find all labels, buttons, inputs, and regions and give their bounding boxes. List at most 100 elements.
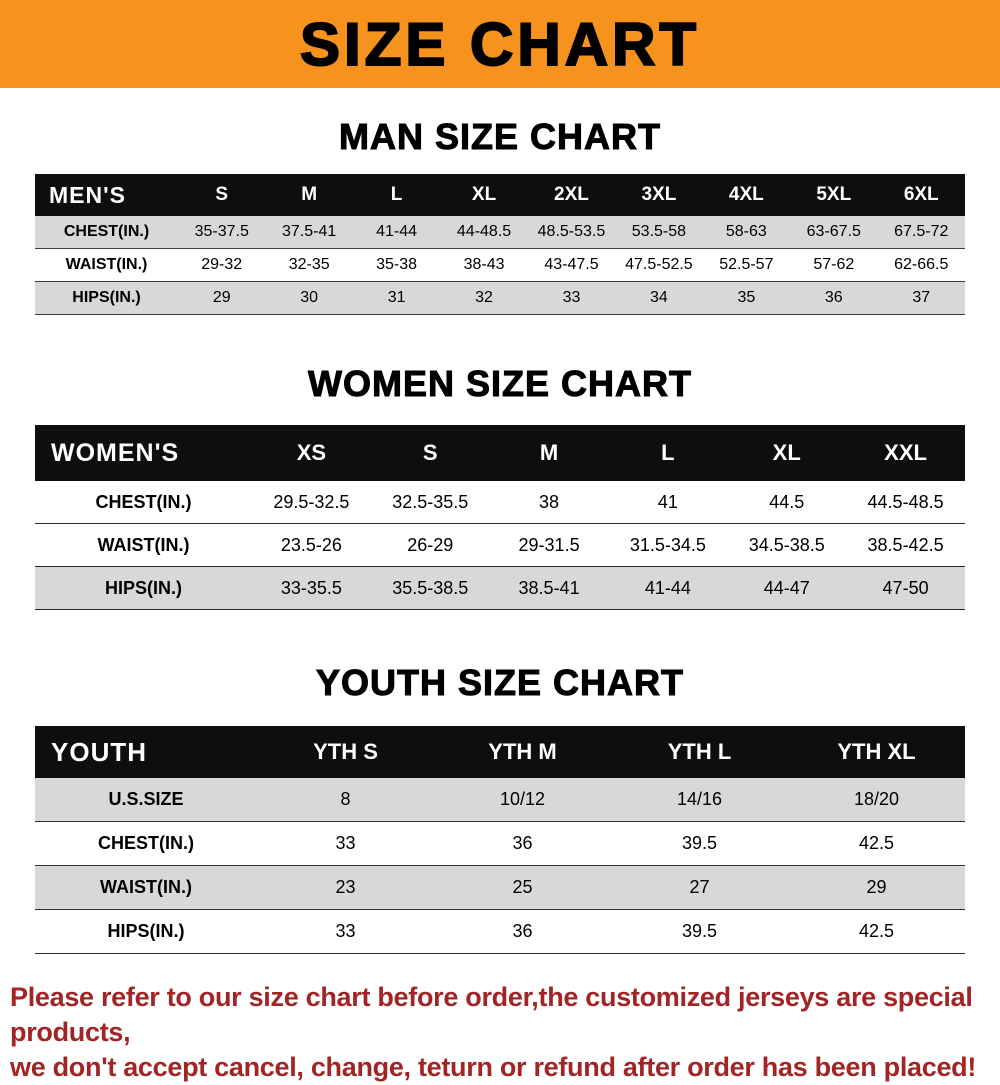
cell: 44.5-48.5 xyxy=(846,481,965,524)
column-header: YTH M xyxy=(434,726,611,778)
cell: 38-43 xyxy=(440,248,528,282)
column-header: YTH L xyxy=(611,726,788,778)
disclaimer-line-2: we don't accept cancel, change, teturn o… xyxy=(10,1052,977,1083)
cell: 32-35 xyxy=(265,248,353,282)
cell: 29-31.5 xyxy=(489,523,609,567)
cell: 36 xyxy=(434,821,611,866)
man-size-chart-heading: MAN SIZE CHART xyxy=(339,116,661,158)
table-title-cell: MEN'S xyxy=(35,174,178,216)
cell: 8 xyxy=(257,778,434,822)
header-row: MEN'S S M L XL 2XL 3XL 4XL 5XL 6XL xyxy=(35,174,965,216)
womens-section: WOMEN SIZE CHART WOMEN'S XS S M L XL XXL CHEST(… xyxy=(0,363,1000,610)
cell: 47.5-52.5 xyxy=(615,248,703,282)
cell: 58-63 xyxy=(702,216,791,249)
cell: 57-62 xyxy=(790,248,878,282)
column-header: L xyxy=(608,425,728,481)
cell: 38 xyxy=(489,481,609,524)
cell: 39.5 xyxy=(611,821,788,866)
cell: 35-38 xyxy=(352,248,441,282)
table-row: CHEST(IN.) 35-37.5 37.5-41 41-44 44-48.5 48.5… xyxy=(35,216,965,249)
cell: 34.5-38.5 xyxy=(727,523,847,567)
cell: 25 xyxy=(434,865,611,910)
cell: 42.5 xyxy=(788,909,965,954)
cell: 42.5 xyxy=(788,821,965,866)
disclaimer-line-1: Please refer to our size chart before or… xyxy=(10,982,973,1048)
header-row: YOUTH YTH S YTH M YTH L YTH XL xyxy=(35,726,965,778)
banner-title: SIZE CHART xyxy=(299,10,700,79)
row-label: CHEST(IN.) xyxy=(35,821,257,866)
cell: 35 xyxy=(702,281,791,315)
cell: 52.5-57 xyxy=(702,248,791,282)
column-header: YTH XL xyxy=(788,726,965,778)
cell: 41 xyxy=(608,481,728,524)
table-row: WAIST(IN.) 23 25 27 29 xyxy=(35,865,965,910)
column-header: XL xyxy=(440,174,528,216)
table-row: CHEST(IN.) 29.5-32.5 32.5-35.5 38 41 44.5 44.5… xyxy=(35,481,965,524)
youth-size-chart-heading: YOUTH SIZE CHART xyxy=(315,662,684,704)
cell: 47-50 xyxy=(846,566,965,610)
cell: 39.5 xyxy=(611,909,788,954)
cell: 30 xyxy=(265,281,353,315)
row-label: CHEST(IN.) xyxy=(35,481,252,524)
cell: 43-47.5 xyxy=(527,248,616,282)
table-row: CHEST(IN.) 33 36 39.5 42.5 xyxy=(35,821,965,866)
row-label: HIPS(IN.) xyxy=(35,281,178,315)
row-label: HIPS(IN.) xyxy=(35,566,252,610)
column-header: 3XL xyxy=(615,174,703,216)
cell: 29-32 xyxy=(178,248,266,282)
column-header: 6XL xyxy=(877,174,965,216)
row-label: U.S.SIZE xyxy=(35,778,257,822)
table-row: WAIST(IN.) 29-32 32-35 35-38 38-43 43-47.5 47.… xyxy=(35,248,965,282)
cell: 29 xyxy=(788,865,965,910)
cell: 29 xyxy=(178,281,266,315)
cell: 48.5-53.5 xyxy=(527,216,616,249)
column-header: S xyxy=(178,174,266,216)
youth-size-table: YOUTH YTH S YTH M YTH L YTH XL U.S.SIZE 8 10/12… xyxy=(35,726,965,954)
column-header: M xyxy=(265,174,353,216)
cell: 53.5-58 xyxy=(615,216,703,249)
table-row: WAIST(IN.) 23.5-26 26-29 29-31.5 31.5-34.5 34… xyxy=(35,523,965,567)
cell: 37 xyxy=(877,281,965,315)
table-row: U.S.SIZE 8 10/12 14/16 18/20 xyxy=(35,778,965,822)
column-header: 4XL xyxy=(702,174,791,216)
cell: 18/20 xyxy=(788,778,965,822)
cell: 34 xyxy=(615,281,703,315)
cell: 44-48.5 xyxy=(440,216,528,249)
cell: 23.5-26 xyxy=(252,523,371,567)
cell: 41-44 xyxy=(608,566,728,610)
table-row: HIPS(IN.) 29 30 31 32 33 34 35 36 37 xyxy=(35,281,965,315)
cell: 38.5-42.5 xyxy=(846,523,965,567)
table-title-cell: YOUTH xyxy=(35,726,257,778)
cell: 31.5-34.5 xyxy=(608,523,728,567)
column-header: XL xyxy=(727,425,847,481)
cell: 62-66.5 xyxy=(877,248,965,282)
cell: 27 xyxy=(611,865,788,910)
disclaimer: Please refer to our size chart before or… xyxy=(0,980,1000,1085)
cell: 35.5-38.5 xyxy=(370,566,490,610)
cell: 32.5-35.5 xyxy=(370,481,490,524)
cell: 38.5-41 xyxy=(489,566,609,610)
cell: 33 xyxy=(257,909,434,954)
row-label: WAIST(IN.) xyxy=(35,523,252,567)
womens-size-table: WOMEN'S XS S M L XL XXL CHEST(IN.) 29.5-32.5 32.5… xyxy=(35,425,965,610)
cell: 67.5-72 xyxy=(877,216,965,249)
table-title-cell: WOMEN'S xyxy=(35,425,252,481)
cell: 26-29 xyxy=(370,523,490,567)
size-chart-content: MAN SIZE CHART MEN'S S M L XL 2XL 3XL 4XL 5XL 6XL… xyxy=(0,116,1000,1085)
cell: 14/16 xyxy=(611,778,788,822)
cell: 31 xyxy=(352,281,441,315)
column-header: S xyxy=(370,425,490,481)
column-header: 2XL xyxy=(527,174,616,216)
cell: 63-67.5 xyxy=(790,216,878,249)
cell: 41-44 xyxy=(352,216,441,249)
row-label: HIPS(IN.) xyxy=(35,909,257,954)
cell: 36 xyxy=(790,281,878,315)
mens-section: MAN SIZE CHART MEN'S S M L XL 2XL 3XL 4XL 5XL 6XL… xyxy=(0,116,1000,315)
row-label: WAIST(IN.) xyxy=(35,248,178,282)
row-label: WAIST(IN.) xyxy=(35,865,257,910)
mens-size-table: MEN'S S M L XL 2XL 3XL 4XL 5XL 6XL CHEST(IN.) 35-37… xyxy=(35,174,965,315)
cell: 36 xyxy=(434,909,611,954)
table-row: HIPS(IN.) 33 36 39.5 42.5 xyxy=(35,909,965,954)
cell: 32 xyxy=(440,281,528,315)
column-header: XXL xyxy=(846,425,965,481)
